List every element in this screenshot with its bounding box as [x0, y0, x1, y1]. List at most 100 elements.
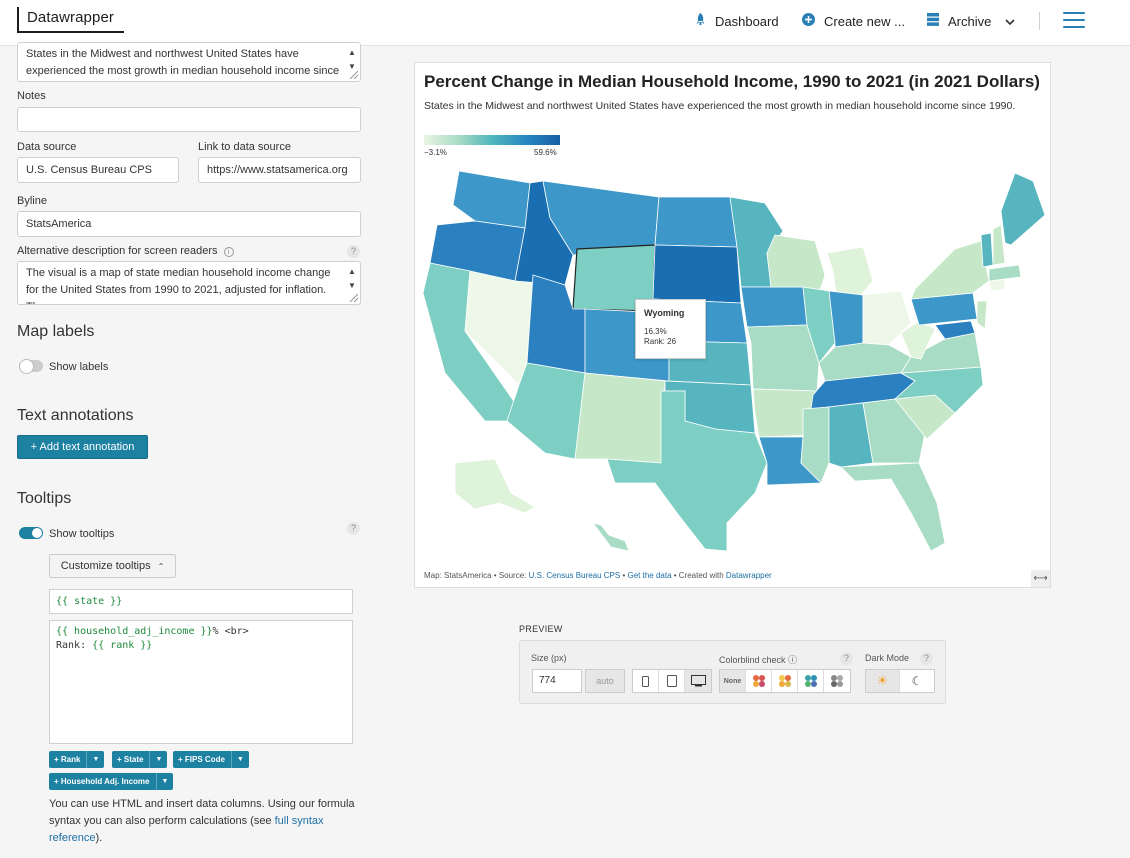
auto-size-button[interactable]: auto [585, 669, 625, 693]
sun-icon[interactable]: ☀ [866, 670, 900, 692]
colorblind-tritanopia-icon[interactable] [798, 670, 824, 692]
tooltip-value: 16.3% [644, 327, 667, 336]
alt-description-text: The visual is a map of state median hous… [26, 267, 331, 304]
tooltip-body-input[interactable]: {{ household_adj_income }}% <br> Rank: {… [49, 620, 353, 744]
colorblind-label: Colorblind check ⓘ [719, 653, 797, 666]
show-tooltips-toggle[interactable] [19, 527, 43, 539]
color-legend-bar [424, 135, 560, 145]
tooltips-help-icon[interactable]: ? [347, 522, 360, 535]
state-arkansas [752, 388, 818, 438]
moon-icon[interactable]: ☾ [911, 674, 923, 688]
state-south-dakota [652, 244, 742, 304]
description-text: States in the Midwest and northwest Unit… [26, 48, 340, 77]
info-icon[interactable]: ⓘ [788, 655, 798, 665]
state-georgia [862, 398, 926, 464]
show-labels-label: Show labels [49, 361, 109, 373]
alt-description-textarea[interactable]: The visual is a map of state median hous… [17, 261, 361, 305]
state-wisconsin [766, 234, 826, 294]
description-textarea[interactable]: States in the Midwest and northwest Unit… [17, 42, 361, 82]
footer-source-link[interactable]: U.S. Census Bureau CPS [528, 571, 621, 580]
state-missouri [746, 324, 820, 392]
alt-scroll-arrows[interactable]: ▲ ▼ [348, 267, 356, 290]
colorblind-protanopia-icon[interactable] [746, 670, 772, 692]
nav-archive[interactable]: Archive [927, 12, 1015, 30]
alt-help-icon[interactable]: ? [347, 245, 360, 258]
resize-grip-icon[interactable] [350, 71, 358, 79]
state-west-virginia [900, 320, 936, 360]
resize-handle-icon[interactable]: ⟷ [1031, 570, 1050, 587]
chevron-down-icon[interactable] [1005, 14, 1015, 29]
map-labels-heading: Map labels [17, 323, 95, 340]
show-tooltips-label: Show tooltips [49, 528, 115, 540]
textarea-scroll-arrows[interactable]: ▲ ▼ [348, 48, 356, 71]
insert-income-chip[interactable]: + Household Adj. Income ▼ [49, 773, 174, 790]
hamburger-menu-icon[interactable] [1063, 12, 1085, 28]
colorblind-label-text: Colorblind check [719, 655, 786, 665]
datawrapper-link[interactable]: Datawrapper [725, 571, 772, 580]
colorblind-grayscale-icon[interactable] [824, 670, 850, 692]
colorblind-none-option[interactable]: None [720, 670, 746, 692]
customize-tooltips-label: Customize tooltips [60, 560, 151, 572]
alt-resize-grip-icon[interactable] [350, 294, 358, 302]
tablet-icon[interactable] [659, 670, 685, 692]
data-source-input[interactable]: U.S. Census Bureau CPS [17, 157, 179, 183]
chart-footer: Map: StatsAmerica • Source: U.S. Census … [424, 571, 772, 580]
tooltip-state-name: Wyoming [644, 308, 685, 318]
mobile-icon[interactable] [633, 670, 659, 692]
desktop-icon[interactable] [685, 670, 711, 692]
device-size-toggle[interactable] [632, 669, 712, 693]
colorblind-help-icon[interactable]: ? [840, 652, 853, 665]
archive-icon [927, 13, 939, 29]
state-new-hampshire [992, 224, 1006, 266]
tooltip-body-var-rank: {{ rank }} [92, 640, 153, 651]
dark-mode-toggle[interactable]: ☀ ☾ [865, 669, 935, 693]
insert-state-chip[interactable]: + State ▼ [112, 751, 168, 768]
byline-input[interactable]: StatsAmerica [17, 211, 361, 237]
get-the-data-link[interactable]: Get the data [627, 571, 672, 580]
map-tooltip: Wyoming 16.3% Rank: 26 [635, 299, 706, 359]
customize-tooltips-button[interactable]: Customize tooltips ⌃ [49, 554, 176, 578]
link-source-input[interactable]: https://www.statsamerica.org [198, 157, 361, 183]
legend-min: −3.1% [424, 148, 447, 157]
chart-title: Percent Change in Median Household Incom… [424, 72, 1040, 91]
nav-dashboard[interactable]: Dashboard [695, 12, 779, 30]
alt-description-label: Alternative description for screen reade… [17, 245, 234, 257]
colorblind-toggle[interactable]: None [719, 669, 851, 693]
colorblind-deuteranopia-icon[interactable] [772, 670, 798, 692]
datawrapper-logo[interactable]: Datawrapper [17, 7, 124, 33]
show-labels-toggle[interactable] [19, 359, 43, 374]
nav-archive-label: Archive [948, 13, 992, 29]
link-source-label: Link to data source [198, 141, 291, 153]
alt-description-label-text: Alternative description for screen reade… [17, 245, 218, 257]
insert-state-label: + State [117, 755, 144, 764]
rocket-icon [695, 13, 706, 29]
insert-fips-chip[interactable]: + FIPS Code ▼ [173, 751, 249, 768]
tooltip-rank: Rank: 26 [644, 337, 677, 346]
insert-rank-chip[interactable]: + Rank ▼ [49, 751, 105, 768]
caret-down-icon[interactable]: ▼ [230, 751, 249, 768]
top-bar: Datawrapper Dashboard Create new ... Arc… [0, 0, 1130, 46]
help-text-pre: You can use HTML and insert data columns… [49, 798, 355, 827]
footer-created-with: • Created with [671, 571, 726, 580]
state-virginia [900, 332, 982, 374]
size-input[interactable]: 774 [532, 669, 582, 693]
state-new-york [910, 240, 990, 300]
dark-mode-help-icon[interactable]: ? [920, 652, 933, 665]
caret-down-icon[interactable]: ▼ [155, 773, 174, 790]
notes-input[interactable] [17, 107, 361, 132]
state-iowa [740, 286, 808, 328]
preview-label: PREVIEW [519, 624, 563, 634]
state-north-carolina [893, 366, 984, 414]
full-syntax-reference-link[interactable]: full syntax reference [49, 815, 324, 844]
state-illinois [802, 286, 836, 364]
us-choropleth-map[interactable] [415, 163, 1052, 563]
add-text-annotation-button[interactable]: + Add text annotation [17, 435, 148, 459]
preview-toolbar: Size (px) 774 auto Colorblind check ⓘ ? … [519, 640, 946, 704]
tooltip-body-var-income: {{ household_adj_income }} [56, 626, 213, 637]
caret-down-icon[interactable]: ▼ [149, 751, 167, 768]
caret-down-icon[interactable]: ▼ [86, 751, 104, 768]
dark-mode-label: Dark Mode [865, 653, 910, 663]
tooltip-title-input[interactable]: {{ state }} [49, 589, 353, 614]
info-icon[interactable]: i [223, 247, 234, 257]
nav-create-new[interactable]: Create new ... [802, 12, 905, 30]
